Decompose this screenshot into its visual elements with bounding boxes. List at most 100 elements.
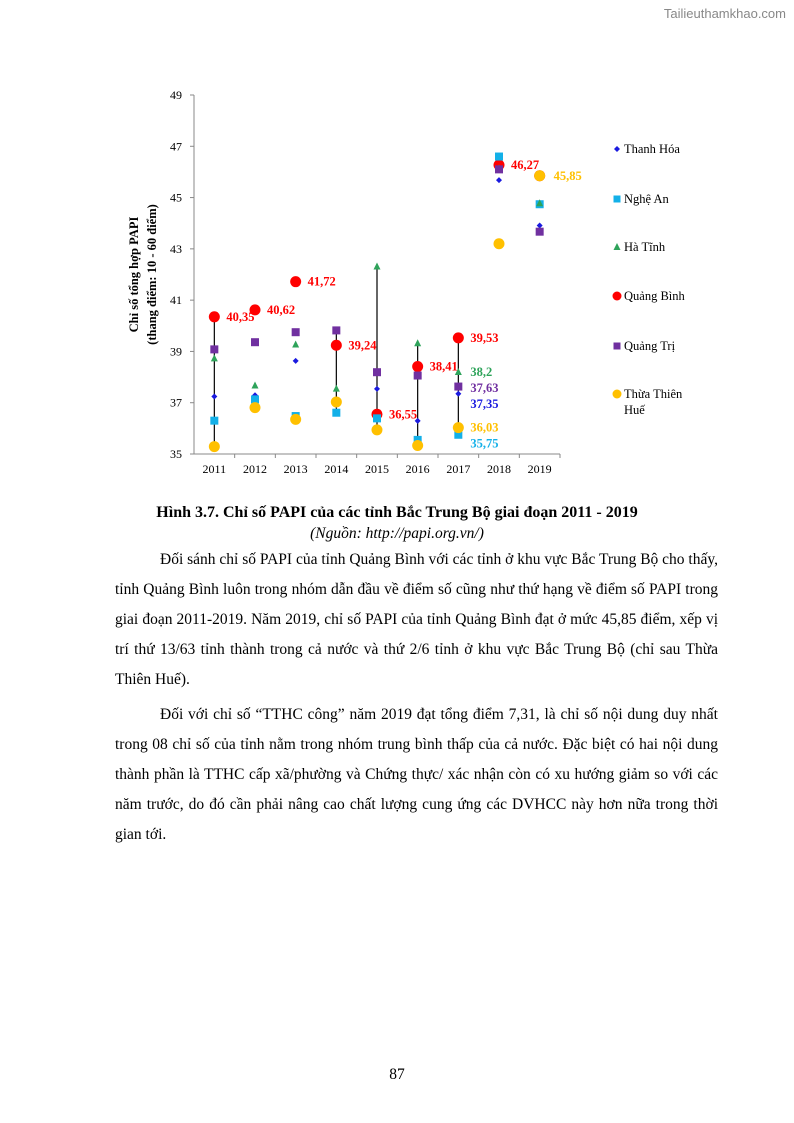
data-label: 38,2 — [470, 365, 492, 379]
point-thanh-hóa — [414, 417, 421, 424]
y-tick-label: 37 — [170, 396, 182, 410]
data-label: 40,35 — [226, 310, 254, 324]
point-thừa-thiên-huế — [249, 402, 261, 414]
y-tick-label: 49 — [170, 88, 182, 102]
x-tick-label: 2014 — [324, 462, 348, 476]
legend-marker — [613, 195, 621, 203]
point-nghệ-an — [413, 435, 422, 444]
point-quảng-trị — [454, 382, 463, 391]
data-label: 46,27 — [511, 158, 539, 172]
point-thanh-hóa — [455, 390, 462, 397]
legend-label: Thừa Thiên — [624, 387, 683, 401]
legend-label: Thanh Hóa — [624, 142, 680, 156]
data-label: 39,24 — [348, 338, 377, 352]
legend-label: Quảng Bình — [624, 289, 686, 303]
point-quảng-bình — [452, 332, 464, 344]
figure-source: (Nguồn: http://papi.org.vn/) — [310, 525, 484, 542]
point-hà-tĩnh — [414, 339, 422, 347]
point-nghệ-an — [251, 395, 259, 404]
point-quảng-trị — [373, 368, 381, 377]
x-tick-label: 2011 — [203, 462, 227, 476]
point-thanh-hóa — [536, 222, 543, 229]
point-thừa-thiên-huế — [493, 238, 505, 250]
point-thanh-hóa — [292, 357, 299, 364]
point-hà-tĩnh — [210, 354, 218, 362]
x-tick-label: 2012 — [243, 462, 267, 476]
point-quảng-trị — [210, 345, 219, 354]
point-quảng-trị — [413, 371, 422, 380]
data-label: 36,55 — [389, 407, 417, 421]
legend-marker — [614, 146, 620, 152]
legend-marker — [613, 243, 621, 250]
point-thanh-hóa — [211, 393, 218, 400]
figure-caption: Hình 3.7. Chỉ số PAPI của các tỉnh Bắc T… — [156, 504, 638, 521]
point-thừa-thiên-huế — [452, 422, 464, 434]
point-nghệ-an — [210, 416, 219, 425]
x-tick-label: 2015 — [365, 462, 389, 476]
point-thừa-thiên-huế — [208, 441, 220, 453]
point-hà-tĩnh — [332, 384, 340, 392]
point-hà-tĩnh — [251, 381, 259, 389]
point-thừa-thiên-huế — [371, 424, 383, 436]
y-tick-label: 35 — [170, 447, 182, 461]
y-axis-label-2: (thang điểm: 10 - 60 điểm) — [145, 204, 159, 345]
data-label: 35,75 — [470, 437, 498, 451]
point-thanh-hóa — [374, 385, 380, 392]
x-tick-label: 2013 — [284, 462, 308, 476]
point-quảng-trị — [251, 338, 259, 347]
point-quảng-bình — [249, 304, 261, 316]
legend-marker — [612, 389, 622, 399]
y-tick-label: 39 — [170, 344, 182, 358]
data-label: 38,41 — [430, 360, 458, 374]
legend-label: Nghệ An — [624, 192, 670, 206]
point-quảng-trị — [332, 326, 341, 335]
paragraph-2: Đối với chỉ số “TTHC công” năm 2019 đạt … — [115, 706, 718, 843]
legend-marker — [613, 342, 621, 350]
data-label: 36,03 — [470, 421, 498, 435]
paragraph-1: Đối sánh chỉ số PAPI của tỉnh Quảng Bình… — [115, 551, 718, 688]
data-label: 37,35 — [470, 397, 498, 411]
point-nghệ-an — [332, 408, 341, 417]
watermark: Tailieuthamkhao.com — [663, 6, 786, 21]
point-hà-tĩnh — [454, 367, 462, 375]
point-thừa-thiên-huế — [412, 440, 424, 452]
point-quảng-trị — [291, 328, 300, 337]
point-hà-tĩnh — [292, 340, 300, 348]
papi-chart: 35 37 39 41 43 45 47 49 2011 2012 2013 2014 2015 2016… — [127, 88, 686, 476]
y-axis-label: Chỉ số tổng hợp PAPI — [127, 216, 141, 332]
point-thừa-thiên-huế — [330, 396, 342, 408]
legend-label: Hà Tĩnh — [624, 240, 666, 254]
body-text: Đối sánh chỉ số PAPI của tỉnh Quảng Bình… — [115, 545, 718, 850]
point-quảng-trị — [495, 165, 503, 174]
point-hà-tĩnh — [373, 262, 381, 270]
legend-marker — [612, 291, 622, 301]
point-quảng-bình — [412, 361, 424, 373]
point-thừa-thiên-huế — [290, 413, 302, 425]
x-tick-label: 2016 — [406, 462, 430, 476]
legend-label: Quảng Trị — [624, 339, 676, 353]
data-label: 45,85 — [554, 169, 582, 183]
data-label: 41,72 — [308, 275, 336, 289]
data-label: 40,62 — [267, 303, 295, 317]
y-tick-label: 45 — [170, 191, 182, 205]
y-tick-label: 41 — [170, 293, 182, 307]
point-nghệ-an — [373, 414, 381, 423]
point-thanh-hóa — [496, 177, 502, 184]
point-nghệ-an — [454, 430, 463, 439]
x-tick-label: 2019 — [528, 462, 552, 476]
x-tick-label: 2018 — [487, 462, 511, 476]
legend-label: Huế — [624, 403, 645, 417]
point-hà-tĩnh — [536, 199, 544, 207]
point-nghệ-an — [495, 152, 503, 161]
x-tick-label: 2017 — [446, 462, 470, 476]
point-quảng-bình — [330, 339, 342, 351]
data-label: 39,53 — [470, 331, 498, 345]
point-quảng-bình — [208, 311, 220, 323]
point-quảng-trị — [535, 227, 544, 236]
data-label: 37,63 — [470, 381, 498, 395]
y-tick-label: 47 — [170, 139, 182, 153]
point-quảng-bình — [290, 276, 302, 288]
page-number: 87 — [389, 1066, 405, 1083]
point-thừa-thiên-huế — [534, 170, 546, 182]
y-tick-label: 43 — [170, 242, 182, 256]
